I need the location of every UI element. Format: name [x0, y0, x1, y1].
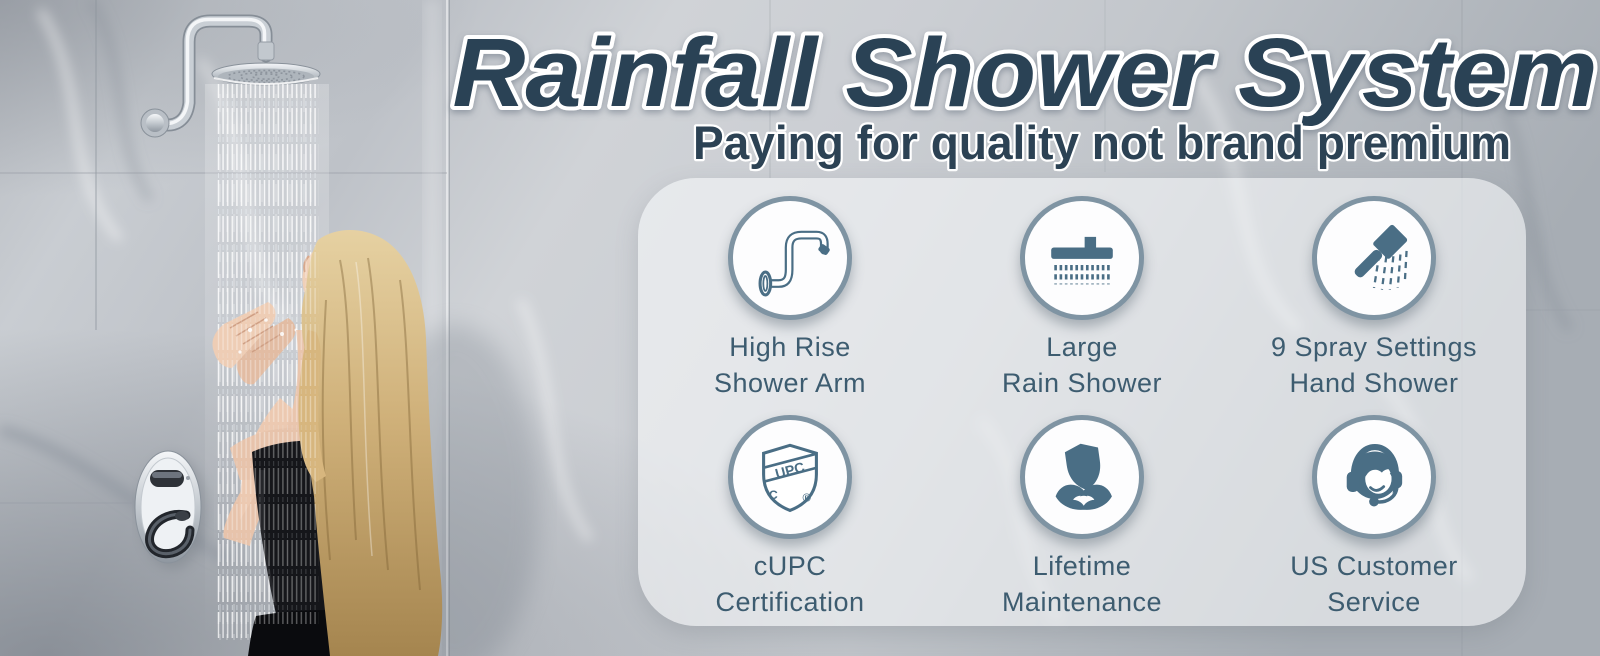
cupc-shield-icon: UPC C ® — [762, 443, 818, 513]
caption-line: Service — [1327, 586, 1421, 617]
caption-line: Rain Shower — [1001, 367, 1163, 398]
caption-line: High Rise — [729, 332, 851, 362]
caption-line: cUPC — [753, 551, 827, 582]
feature-caption: 9 Spray Settings Hand Shower — [1271, 330, 1477, 401]
rain-shower-head — [211, 41, 321, 86]
hand-shower-icon — [1354, 224, 1408, 290]
shield-registered-mark: ® — [803, 493, 812, 505]
caption-line: Hand Shower — [1289, 367, 1459, 398]
caption-line: Large — [1046, 332, 1118, 362]
feature-caption: Large Rain Shower — [1002, 330, 1162, 401]
shower-arm — [153, 14, 273, 132]
water-stream-front — [215, 84, 319, 624]
shower-arm-icon — [758, 230, 830, 297]
caption-line: US Customer — [1290, 551, 1458, 582]
feature-lifetime-maintenance: Lifetime Maintenance — [936, 401, 1228, 620]
caption-line: Certification — [715, 586, 865, 617]
rain-shower-icon — [1051, 236, 1113, 285]
feature-caption: High Rise Shower Arm — [714, 330, 866, 401]
valve-lever — [145, 509, 195, 559]
feature-hand-shower: 9 Spray Settings Hand Shower — [1228, 196, 1520, 401]
feature-caption: US Customer Service — [1290, 549, 1458, 620]
caption-line: Lifetime — [1032, 551, 1132, 582]
hands-shield-icon — [1055, 444, 1112, 511]
customer-service-icon — [1346, 444, 1403, 507]
feature-large-rain-shower: Large Rain Shower — [936, 196, 1228, 401]
caption-line: Shower Arm — [713, 367, 867, 398]
shield-band-text: UPC — [773, 459, 806, 482]
features-panel: High Rise Shower Arm — [638, 178, 1526, 626]
shield-c-letter: C — [769, 488, 778, 502]
feature-caption: cUPC Certification — [715, 549, 864, 620]
shower-arm-flange — [140, 108, 170, 138]
diverter-knob — [150, 470, 190, 487]
caption-line: 9 Spray Settings — [1270, 332, 1478, 362]
feature-high-rise-shower-arm: High Rise Shower Arm — [644, 196, 936, 401]
feature-us-customer-service: US Customer Service — [1228, 401, 1520, 620]
feature-caption: Lifetime Maintenance — [1002, 549, 1162, 620]
caption-line: Maintenance — [1001, 586, 1163, 617]
feature-cupc-certification: UPC C ® cUPC Certification — [644, 401, 936, 620]
mixer-valve — [134, 450, 207, 569]
